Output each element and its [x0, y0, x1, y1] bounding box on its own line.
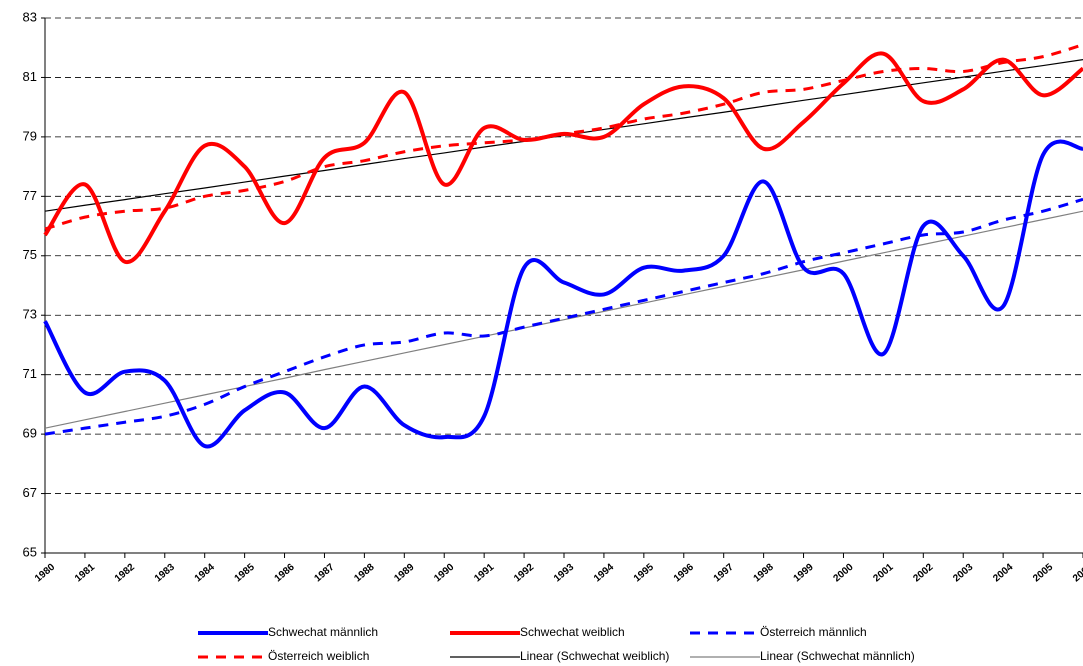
y-tick-label: 65 — [23, 544, 37, 559]
x-tick-label: 2006 — [1071, 561, 1083, 584]
y-tick-label: 69 — [23, 426, 37, 441]
y-tick-label: 67 — [23, 485, 37, 500]
x-tick-label: 1991 — [472, 561, 496, 584]
x-tick-label: 1995 — [632, 561, 656, 584]
x-tick-label: 1983 — [153, 561, 177, 584]
y-tick-label: 79 — [23, 128, 37, 143]
x-tick-label: 1999 — [792, 561, 816, 584]
x-tick-label: 1993 — [552, 561, 576, 584]
x-tick-label: 1989 — [392, 561, 416, 584]
x-tick-label: 2005 — [1031, 561, 1055, 584]
y-tick-label: 71 — [23, 366, 37, 381]
y-tick-label: 77 — [23, 188, 37, 203]
series-line — [43, 51, 1083, 264]
series-line — [44, 210, 1083, 429]
x-tick-label: 1986 — [273, 561, 297, 584]
x-tick-label: 1982 — [113, 561, 137, 584]
series-line — [44, 197, 1083, 436]
x-tick-label: 2003 — [951, 561, 975, 584]
x-tick-label: 2002 — [911, 561, 935, 584]
y-tick-label: 81 — [23, 69, 37, 84]
x-tick-label: 2000 — [831, 561, 855, 584]
legend-label: Schwechat männlich — [268, 625, 378, 639]
legend-label: Österreich weiblich — [268, 649, 369, 663]
x-tick-label: 1985 — [233, 561, 257, 584]
x-tick-label: 2004 — [991, 561, 1015, 584]
x-tick-label: 1998 — [752, 561, 776, 584]
x-tick-label: 1987 — [312, 561, 336, 584]
y-tick-label: 75 — [23, 247, 37, 262]
x-tick-label: 1988 — [352, 561, 376, 584]
x-tick-label: 1981 — [73, 561, 97, 584]
series-line — [43, 139, 1083, 449]
x-tick-label: 1997 — [712, 561, 736, 584]
x-tick-label: 1980 — [33, 561, 57, 584]
legend-label: Linear (Schwechat weiblich) — [520, 649, 669, 663]
x-tick-label: 2001 — [871, 561, 895, 584]
y-tick-label: 83 — [23, 9, 37, 24]
x-tick-label: 1996 — [672, 561, 696, 584]
x-tick-label: 1994 — [592, 561, 616, 584]
legend-label: Linear (Schwechat männlich) — [760, 649, 915, 663]
legend-label: Schwechat weiblich — [520, 625, 625, 639]
x-tick-label: 1990 — [432, 561, 456, 584]
x-tick-label: 1992 — [512, 561, 536, 584]
legend-label: Österreich männlich — [760, 625, 867, 639]
y-tick-label: 73 — [23, 307, 37, 322]
x-tick-label: 1984 — [193, 561, 217, 584]
